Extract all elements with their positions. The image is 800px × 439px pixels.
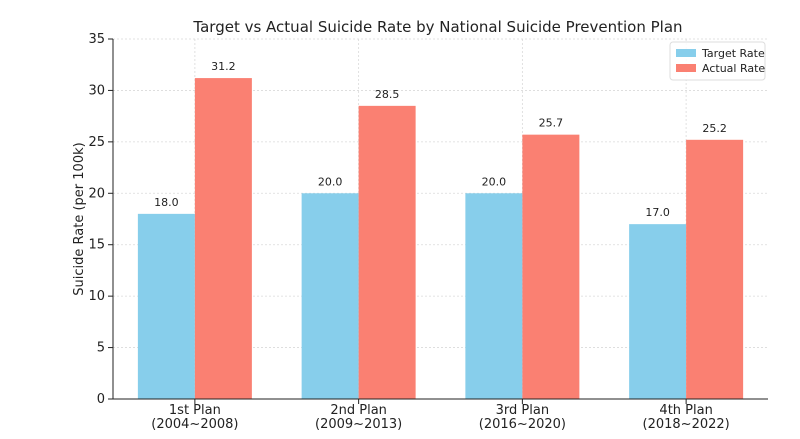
bar-actual (522, 134, 580, 399)
y-tick-label: 5 (97, 341, 105, 356)
chart-title: Target vs Actual Suicide Rate by Nationa… (192, 18, 682, 36)
axes-layer: 0 5 10 15 20 25 30 35 1st Plan(2004~2008) 2nd Pla… (88, 32, 768, 432)
bar-value-label: 28.5 (375, 88, 400, 101)
bar-actual (358, 105, 416, 399)
y-tick-label: 15 (88, 238, 105, 253)
y-tick-label: 25 (88, 135, 105, 150)
bar-value-label: 25.2 (702, 122, 727, 135)
legend-label: Actual Rate (702, 62, 765, 75)
bar-target (465, 193, 523, 399)
x-tick-label: (2016~2020) (479, 417, 566, 432)
bar-value-label: 25.7 (539, 117, 564, 130)
bar-actual (686, 139, 744, 400)
data-labels-layer: 18.0 20.0 20.0 17.0 31.2 28.5 25.7 25.2 (154, 60, 727, 219)
y-tick-label: 30 (88, 83, 105, 98)
y-tick-label: 20 (88, 186, 105, 201)
bar-target (629, 224, 687, 399)
y-tick-label: 0 (97, 392, 105, 407)
x-tick-label: 1st Plan (169, 403, 221, 418)
bar-target (301, 193, 359, 399)
y-tick-label: 35 (88, 32, 105, 47)
bar-value-label: 31.2 (211, 60, 236, 73)
bar-value-label: 20.0 (482, 175, 507, 188)
legend-swatch (676, 64, 696, 72)
legend-label: Target Rate (701, 47, 765, 60)
x-tick-label: (2018~2022) (643, 417, 730, 432)
x-tick-label: 2nd Plan (330, 403, 387, 418)
bar-target (137, 213, 195, 399)
x-tick-label: 4th Plan (659, 403, 712, 418)
legend-swatch (676, 49, 696, 57)
legend: Target Rate Actual Rate (669, 41, 766, 81)
bars-layer (137, 78, 744, 400)
bar-value-label: 17.0 (645, 206, 670, 219)
x-tick-label: 3rd Plan (496, 403, 549, 418)
bar-value-label: 18.0 (154, 196, 179, 209)
x-tick-label: (2009~2013) (315, 417, 402, 432)
x-tick-label: (2004~2008) (151, 417, 238, 432)
bar-value-label: 20.0 (318, 175, 343, 188)
y-axis-label: Suicide Rate (per 100k) (72, 142, 87, 295)
bar-actual (194, 78, 252, 399)
y-tick-label: 10 (88, 289, 105, 304)
